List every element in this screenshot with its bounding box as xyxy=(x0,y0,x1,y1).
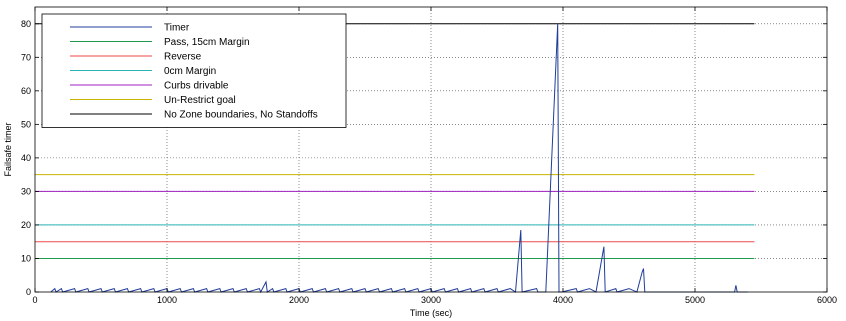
legend-entry: Pass, 15cm Margin xyxy=(164,37,250,48)
x-tick-label: 4000 xyxy=(553,295,573,305)
x-tick-label: 2000 xyxy=(289,295,309,305)
y-tick-label: 60 xyxy=(21,86,31,96)
legend-entry: 0cm Margin xyxy=(164,66,216,77)
x-tick-label: 1000 xyxy=(157,295,177,305)
y-tick-label: 30 xyxy=(21,186,31,196)
x-tick-label: 5000 xyxy=(685,295,705,305)
y-tick-label: 40 xyxy=(21,153,31,163)
legend-entry: No Zone boundaries, No Standoffs xyxy=(164,110,318,121)
legend: Timer Pass, 15cm Margin Reverse 0cm Margin C… xyxy=(41,13,347,128)
y-tick-label: 20 xyxy=(21,220,31,230)
y-tick-label: 0 xyxy=(26,287,31,297)
x-tick-label: 3000 xyxy=(421,295,441,305)
legend-entry: Timer xyxy=(164,23,190,34)
ticks: 0 1000 2000 3000 4000 5000 6000 0 10 20 30 40 50 60 70… xyxy=(21,7,837,305)
y-tick-label: 70 xyxy=(21,52,31,62)
legend-entry: Reverse xyxy=(164,52,202,63)
y-tick-label: 10 xyxy=(21,253,31,263)
series-layer xyxy=(35,23,755,294)
legend-entry: Curbs drivable xyxy=(164,81,229,92)
x-axis-label: Time (sec) xyxy=(410,308,452,318)
x-tick-label: 0 xyxy=(32,295,37,305)
y-tick-label: 80 xyxy=(21,19,31,29)
legend-entry: Un-Restrict goal xyxy=(164,95,236,106)
y-tick-label: 50 xyxy=(21,119,31,129)
x-tick-label: 6000 xyxy=(817,295,837,305)
y-axis-label: Failsafe timer xyxy=(3,122,13,176)
